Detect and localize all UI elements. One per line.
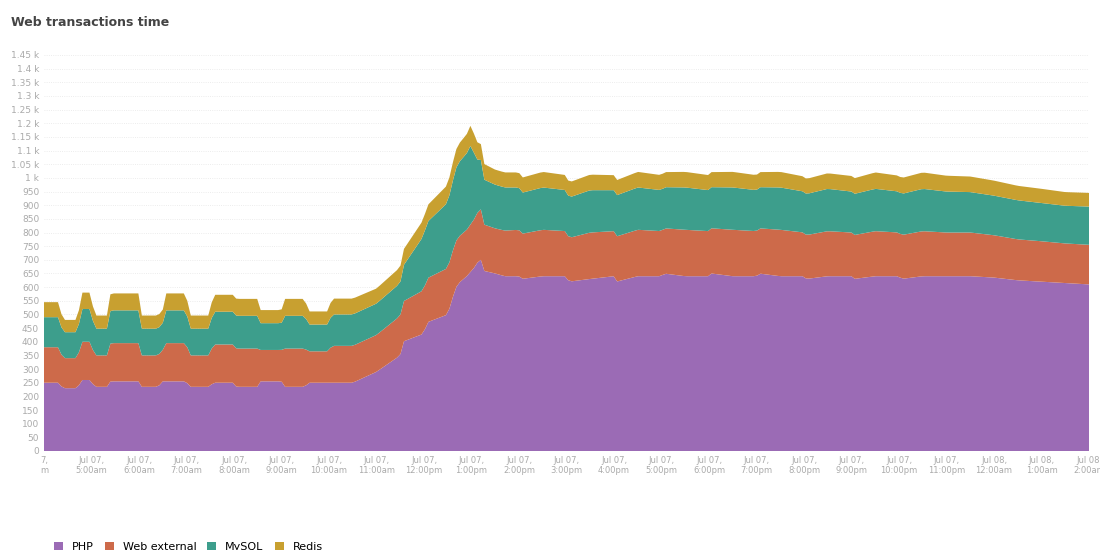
Text: Web transactions time: Web transactions time <box>11 16 169 30</box>
Legend: PHP, Web external, MySQL, Redis: PHP, Web external, MySQL, Redis <box>50 537 327 550</box>
